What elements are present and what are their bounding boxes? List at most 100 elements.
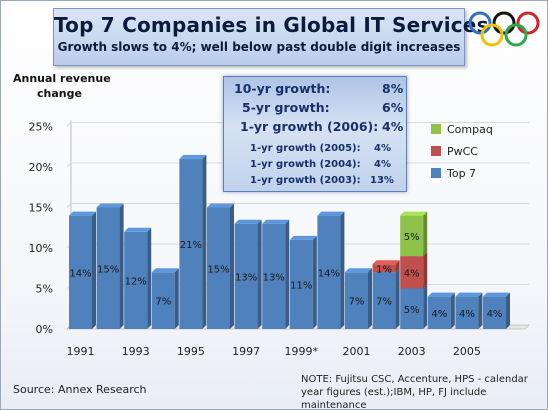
y-tick-label: 25% [29, 121, 53, 134]
bar-top [483, 292, 510, 297]
chart-subtitle: Growth slows to 4%; well below past doub… [57, 40, 461, 54]
bar-top7-1996 [207, 203, 234, 329]
bar-top [427, 292, 455, 297]
x-tick-label: 1991 [67, 345, 95, 358]
data-label: 15% [207, 264, 229, 275]
gridline [66, 203, 529, 208]
legend-label-compaq: Compaq [447, 122, 493, 136]
bar-top [96, 203, 124, 208]
bar-front [207, 207, 230, 329]
bar-top [151, 268, 179, 273]
bar-front [483, 296, 506, 329]
bar-top [234, 219, 262, 224]
bar-front [400, 215, 424, 257]
data-label: 7% [349, 297, 365, 308]
bar-side [119, 203, 124, 329]
bar-front [151, 272, 175, 329]
bar-top [455, 292, 483, 297]
bar-pwcc-2002 [372, 260, 400, 273]
data-label: 14% [69, 268, 91, 279]
legend-swatch-top7 [431, 168, 441, 178]
bar-front [427, 296, 451, 329]
bar-top [317, 211, 345, 216]
x-tick-label: 2003 [398, 345, 426, 358]
x-tick-label: 2005 [453, 345, 481, 358]
bar-side [340, 211, 345, 329]
growth-5yr-value: 6% [382, 100, 404, 115]
data-label: 11% [290, 280, 312, 291]
y-tick-label: 15% [29, 202, 53, 215]
bar-front [372, 264, 396, 273]
growth-10yr-value: 8% [382, 81, 404, 96]
bar-side [92, 211, 96, 329]
y-tick-label: 5% [36, 283, 53, 296]
bar-front [124, 231, 148, 329]
data-label: 15% [97, 264, 119, 275]
y-tick-label: 20% [29, 161, 53, 174]
x-tick-label: 2001 [343, 345, 371, 358]
bar-front [262, 223, 286, 329]
chart-legend: Compaq PwCC Top 7 [431, 118, 517, 184]
bar-top7-2006 [483, 292, 510, 329]
y-axis-label-line2: change [37, 87, 82, 100]
bar-front [289, 239, 313, 329]
growth-2006-value: 4% [382, 119, 404, 134]
growth-2005-value: 4% [374, 143, 391, 154]
legend-swatch-compaq [431, 124, 441, 134]
data-label: 1% [376, 264, 392, 275]
y-axis-label: Annual revenue change [13, 71, 113, 101]
growth-2003-label: 1-yr growth (2003): [250, 175, 361, 186]
bar-side [174, 268, 179, 329]
bar-front [400, 288, 424, 329]
legend-item-pwcc: PwCC [431, 140, 517, 162]
bar-side [230, 203, 234, 329]
bar-front [179, 158, 203, 329]
growth-10yr-label: 10-yr growth: [234, 81, 331, 96]
bar-front [317, 215, 341, 329]
bar-side [506, 292, 510, 329]
bar-side [395, 260, 400, 273]
x-tick-label: 1997 [232, 345, 260, 358]
bar-top7-2001 [345, 268, 372, 329]
bar-top7-1995 [179, 154, 207, 329]
bar-front [234, 223, 258, 329]
bar-side [257, 219, 262, 329]
olympic-rings-icon [468, 11, 540, 47]
growth-2006-label: 1-yr growth (2006): [240, 119, 379, 134]
source-note: Source: Annex Research [13, 383, 147, 396]
bar-front [345, 272, 368, 329]
bar-top [262, 219, 290, 224]
bar-top7-1993 [124, 227, 152, 329]
bar-top7-1991 [69, 211, 96, 329]
data-label: 7% [155, 297, 171, 308]
data-label: 4% [487, 309, 503, 320]
data-label: 4% [459, 309, 475, 320]
bar-compaq-2003 [400, 211, 428, 257]
bar-side [478, 292, 483, 329]
bar-top [345, 268, 372, 273]
chart-title: Top 7 Companies in Global IT Services [54, 13, 489, 37]
bar-top7-2000 [317, 211, 345, 329]
bar-top7-1997 [234, 219, 262, 329]
bar-front [372, 272, 396, 329]
growth-5yr-label: 5-yr growth: [242, 100, 330, 115]
bar-side [450, 292, 455, 329]
bar-top [179, 154, 207, 159]
bar-top7-1998 [262, 219, 290, 329]
growth-2005-label: 1-yr growth (2005): [250, 143, 361, 154]
bar-top7-2004 [427, 292, 455, 329]
y-tick-label: 0% [36, 323, 53, 336]
legend-item-compaq: Compaq [431, 118, 517, 140]
bar-top7-1994 [151, 268, 179, 329]
bar-front [96, 207, 120, 329]
data-label: 21% [180, 240, 202, 251]
data-label: 13% [263, 272, 285, 283]
data-label: 13% [235, 272, 257, 283]
data-label: 12% [125, 276, 147, 287]
data-label: 4% [404, 268, 420, 279]
bar-side [395, 268, 400, 329]
bar-side [423, 284, 428, 329]
bar-top [69, 211, 96, 216]
bar-side [368, 268, 372, 329]
